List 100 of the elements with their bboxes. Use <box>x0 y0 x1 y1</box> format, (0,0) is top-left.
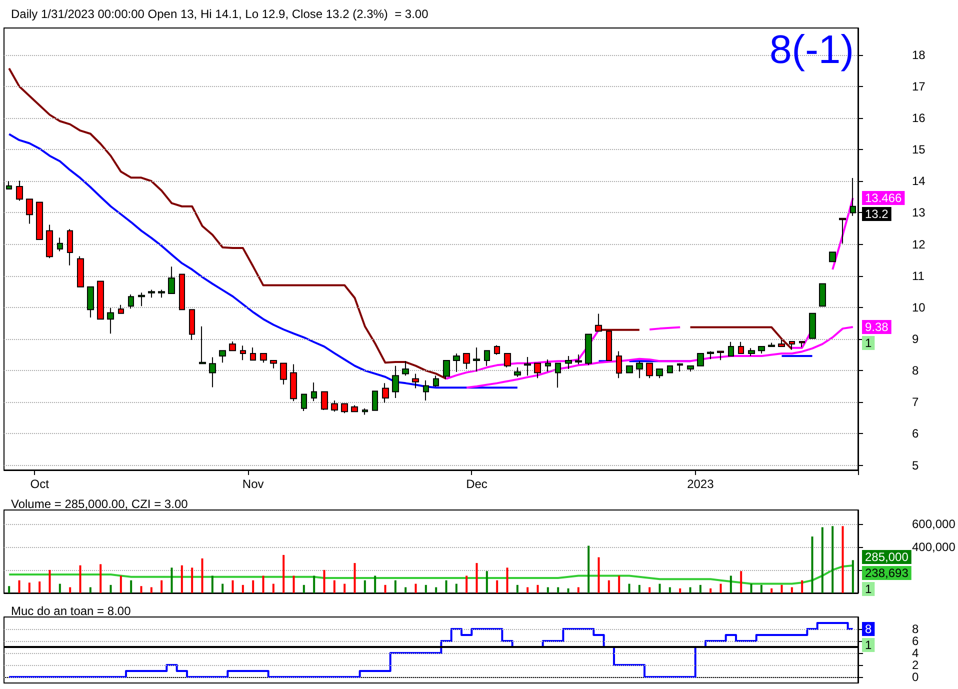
bar <box>262 576 264 593</box>
candlestick <box>819 283 826 307</box>
candlestick <box>484 350 490 366</box>
candlestick <box>758 346 765 354</box>
bar <box>740 571 742 593</box>
candlestick <box>57 237 63 252</box>
data-label: 238,693 <box>865 566 909 580</box>
candlestick <box>524 356 531 376</box>
bar <box>608 580 610 593</box>
candlestick <box>107 308 114 334</box>
bar <box>272 584 274 593</box>
candlestick <box>240 345 246 361</box>
candlestick <box>768 342 775 348</box>
candlestick <box>687 365 694 372</box>
y-tick-label: 11 <box>912 268 925 283</box>
bar <box>292 576 295 593</box>
bar <box>730 576 732 593</box>
bar <box>364 580 366 593</box>
bar <box>414 584 417 593</box>
candlestick <box>290 364 297 402</box>
bar <box>445 580 448 593</box>
data-label: 285,000 <box>865 550 909 564</box>
bar <box>232 580 234 593</box>
candlestick <box>514 366 521 378</box>
bar <box>160 580 163 593</box>
bar <box>526 587 529 593</box>
y-tick-label: 14 <box>912 174 926 188</box>
bar <box>710 588 712 593</box>
chart-title: Daily 1/31/2023 00:00:00 Open 13, Hi 14.1, Lo 12.9, Close 13.2 (2.3%) = 3.00 <box>11 7 429 21</box>
bar <box>354 563 356 593</box>
candlestick <box>595 313 602 332</box>
bar <box>394 580 396 593</box>
candlestick <box>839 218 846 244</box>
candlestick <box>412 373 419 389</box>
candlestick <box>36 202 43 240</box>
candlestick <box>534 362 541 379</box>
candlestick <box>362 408 368 416</box>
bar <box>790 587 793 593</box>
candlestick <box>16 180 23 202</box>
bar <box>170 568 173 593</box>
y-tick-label: 4 <box>912 646 919 660</box>
bar <box>79 565 82 593</box>
candlestick <box>128 294 134 310</box>
bar <box>242 584 244 593</box>
candlestick <box>453 353 460 372</box>
y-tick-label: 16 <box>912 110 926 125</box>
y-tick-label: 18 <box>912 48 926 62</box>
candlestick <box>341 403 348 414</box>
bar <box>811 536 814 593</box>
candlestick <box>809 312 816 339</box>
text: 1 <box>865 336 872 350</box>
bar <box>455 584 458 593</box>
candlestick <box>301 394 307 412</box>
bar <box>821 527 824 593</box>
bar <box>38 581 41 593</box>
bar <box>506 568 508 593</box>
bar <box>58 584 61 593</box>
bar <box>832 526 834 593</box>
candlestick <box>555 362 561 388</box>
candlestick <box>148 289 155 298</box>
candlestick <box>311 382 317 402</box>
y-tick-label: 6 <box>912 426 919 441</box>
candlestick <box>402 360 409 376</box>
candlestick <box>179 274 185 310</box>
bar <box>648 587 651 593</box>
candlestick <box>504 353 511 368</box>
bar <box>48 570 51 593</box>
bar <box>770 588 773 593</box>
candlestick <box>77 256 84 288</box>
data-label: 13.466 <box>865 190 902 205</box>
candlestick <box>331 400 338 412</box>
candlestick <box>473 347 480 372</box>
candlestick <box>494 344 500 356</box>
candlestick <box>585 334 592 366</box>
bar <box>344 584 346 593</box>
candlestick <box>656 368 663 379</box>
candlestick <box>433 375 439 388</box>
x-tick-label: Dec <box>466 477 488 491</box>
bar <box>180 565 183 593</box>
line-series <box>8 564 854 585</box>
bar <box>120 576 122 593</box>
bar <box>28 582 30 593</box>
y-tick-label: 12 <box>912 237 926 252</box>
candlestick <box>392 365 399 399</box>
candlestick <box>423 380 429 402</box>
candlestick <box>717 350 724 361</box>
candlestick <box>168 266 175 294</box>
candlestick <box>463 353 470 370</box>
bar <box>618 576 620 593</box>
bar <box>780 584 783 593</box>
bar <box>333 580 336 593</box>
bar <box>567 588 570 593</box>
y-tick-label: 6 <box>912 634 919 648</box>
candlestick <box>738 341 744 354</box>
bar <box>89 587 92 593</box>
text: 13.2 <box>865 206 888 221</box>
y-tick-label: 8 <box>912 364 919 378</box>
bar <box>658 584 661 593</box>
bar <box>211 576 214 593</box>
bar <box>404 587 407 593</box>
